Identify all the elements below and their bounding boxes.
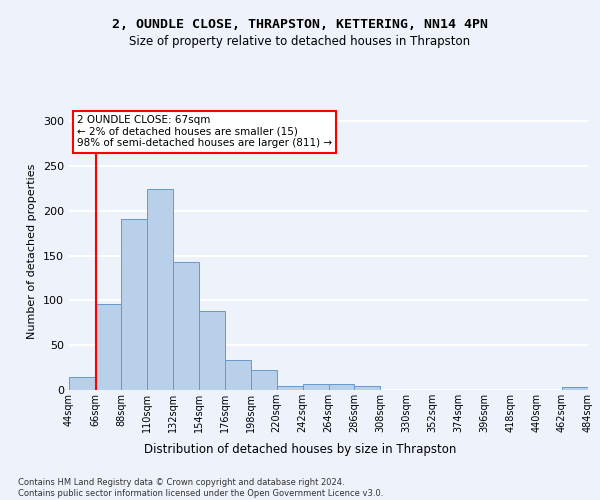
Text: Distribution of detached houses by size in Thrapston: Distribution of detached houses by size … [144, 442, 456, 456]
Text: Contains HM Land Registry data © Crown copyright and database right 2024.
Contai: Contains HM Land Registry data © Crown c… [18, 478, 383, 498]
Bar [95, 304, 121, 390]
Bar [562, 388, 588, 390]
Bar [173, 262, 199, 390]
Y-axis label: Number of detached properties: Number of detached properties [28, 164, 37, 339]
Text: Size of property relative to detached houses in Thrapston: Size of property relative to detached ho… [130, 35, 470, 48]
Bar [302, 384, 329, 390]
Bar [277, 386, 302, 390]
Bar [147, 190, 173, 390]
Bar [69, 376, 95, 390]
Bar [199, 311, 224, 390]
Bar [224, 360, 251, 390]
Bar [329, 384, 355, 390]
Bar [121, 219, 147, 390]
Bar [355, 386, 380, 390]
Text: 2, OUNDLE CLOSE, THRAPSTON, KETTERING, NN14 4PN: 2, OUNDLE CLOSE, THRAPSTON, KETTERING, N… [112, 18, 488, 30]
Bar [251, 370, 277, 390]
Text: 2 OUNDLE CLOSE: 67sqm
← 2% of detached houses are smaller (15)
98% of semi-detac: 2 OUNDLE CLOSE: 67sqm ← 2% of detached h… [77, 116, 332, 148]
